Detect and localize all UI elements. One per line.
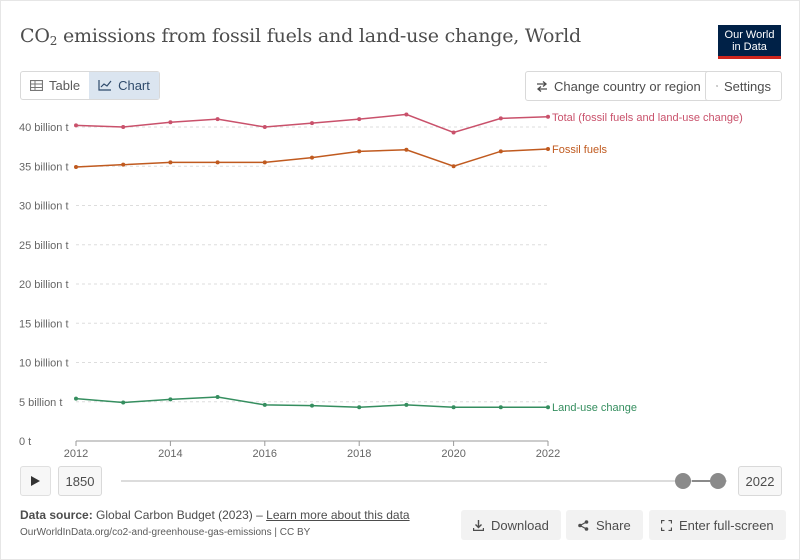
data-point	[74, 123, 78, 128]
data-point	[404, 112, 409, 117]
y-tick-label: 20 billion t	[19, 279, 69, 291]
data-point	[74, 165, 78, 170]
y-tick-label: 30 billion t	[19, 201, 69, 213]
data-point	[310, 403, 314, 408]
data-point	[498, 405, 503, 410]
data-point	[121, 400, 126, 405]
data-point	[546, 146, 550, 151]
download-button[interactable]: Download	[461, 510, 561, 540]
play-icon	[31, 476, 40, 486]
x-tick-label: 2014	[158, 448, 182, 460]
line-chart: 0 t 5 billion t 10 billion t 15 billion t 20…	[19, 112, 743, 460]
data-point	[262, 160, 267, 165]
tab-chart[interactable]: Chart	[89, 72, 159, 99]
series-label: Land-use change	[552, 402, 637, 414]
download-icon	[473, 519, 484, 531]
owid-logo[interactable]: Our World in Data	[718, 25, 781, 59]
data-point	[310, 121, 314, 126]
data-point	[404, 147, 409, 152]
timeline-start-handle[interactable]	[675, 473, 691, 489]
tab-chart-label: Chart	[118, 78, 150, 93]
y-tick-label: 15 billion t	[19, 318, 69, 330]
y-tick-label: 5 billion t	[19, 397, 62, 409]
data-point	[451, 130, 456, 135]
x-tick-label: 2018	[347, 448, 371, 460]
source-text: Global Carbon Budget (2023) –	[92, 508, 267, 522]
source-url[interactable]: OurWorldInData.org/co2-and-greenhouse-ga…	[20, 527, 311, 538]
data-point	[215, 395, 220, 400]
tab-table[interactable]: Table	[21, 72, 89, 99]
start-year-label: 1850	[65, 473, 95, 489]
data-point	[498, 149, 503, 154]
share-button[interactable]: Share	[566, 510, 643, 540]
page-title: CO2 emissions from fossil fuels and land…	[20, 25, 581, 48]
data-point	[451, 405, 456, 410]
data-point	[404, 402, 409, 407]
x-tick-label: 2020	[441, 448, 465, 460]
data-point	[168, 160, 173, 165]
data-point	[121, 125, 126, 129]
data-point	[74, 396, 78, 401]
change-country-button[interactable]: Change country or region	[525, 71, 712, 101]
x-tick-label: 2016	[253, 448, 277, 460]
logo-line-2: in Data	[732, 41, 767, 53]
y-tick-label: 10 billion t	[19, 358, 69, 370]
data-point	[546, 114, 550, 119]
data-point	[215, 160, 220, 165]
data-point	[262, 402, 267, 407]
gear-icon	[716, 85, 718, 87]
swap-arrows-icon	[536, 80, 548, 92]
source-label: Data source:	[20, 508, 93, 522]
timeline-selected-range	[692, 480, 719, 482]
view-toggle: Table Chart	[20, 71, 160, 100]
line-chart-icon	[98, 80, 112, 91]
data-point	[310, 155, 314, 160]
data-point	[262, 125, 267, 129]
share-icon	[578, 519, 589, 531]
footer-source: Data source: Global Carbon Budget (2023)…	[20, 508, 410, 538]
timeline-end-handle[interactable]	[710, 473, 726, 489]
data-point	[121, 162, 126, 167]
y-tick-label: 25 billion t	[19, 240, 69, 252]
settings-button[interactable]: Settings	[705, 71, 782, 101]
y-tick-label: 35 billion t	[19, 161, 69, 173]
x-tick-label: 2022	[536, 448, 560, 460]
share-label: Share	[596, 517, 631, 533]
download-label: Download	[491, 517, 549, 533]
table-icon	[30, 80, 43, 91]
expand-icon	[661, 519, 672, 531]
data-point	[357, 405, 362, 410]
series-label: Fossil fuels	[552, 144, 608, 156]
fullscreen-button[interactable]: Enter full-screen	[649, 510, 786, 540]
play-button[interactable]	[20, 466, 51, 496]
logo-line-1: Our World	[724, 29, 775, 41]
timeline-track[interactable]	[121, 480, 727, 482]
data-point	[168, 397, 173, 402]
y-tick-label: 40 billion t	[19, 122, 69, 134]
tab-table-label: Table	[49, 78, 81, 93]
learn-more-link[interactable]: Learn more about this data	[266, 508, 410, 522]
data-point	[498, 116, 503, 121]
series-label: Total (fossil fuels and land-use change)	[552, 112, 743, 124]
data-point	[546, 405, 550, 410]
data-point	[168, 120, 173, 125]
start-year-box[interactable]: 1850	[58, 466, 102, 496]
x-tick-label: 2012	[64, 448, 88, 460]
data-point	[357, 149, 362, 154]
change-country-label: Change country or region	[554, 78, 701, 94]
timeline: 1850 2022	[20, 466, 782, 496]
settings-label: Settings	[724, 78, 771, 94]
y-tick-label: 0 t	[19, 436, 31, 448]
data-point	[215, 117, 220, 122]
data-point	[451, 164, 456, 169]
end-year-box[interactable]: 2022	[738, 466, 782, 496]
end-year-label: 2022	[745, 473, 775, 489]
fullscreen-label: Enter full-screen	[679, 517, 774, 533]
data-point	[357, 117, 362, 122]
